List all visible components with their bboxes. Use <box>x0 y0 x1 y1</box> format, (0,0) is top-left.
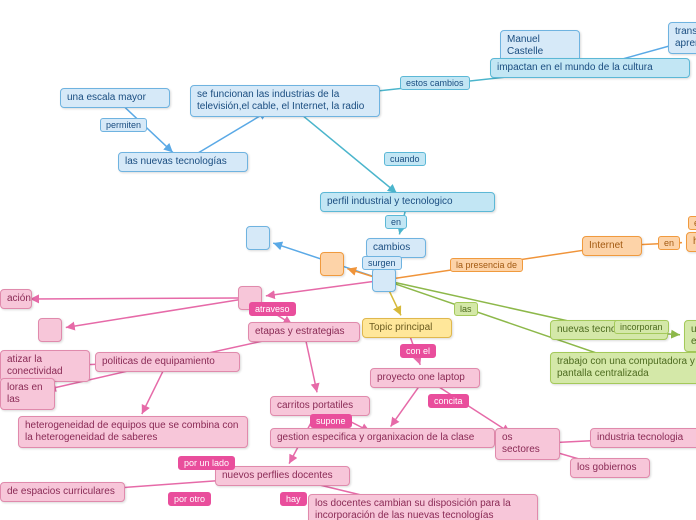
sq_pink2[interactable] <box>38 318 62 342</box>
edge-label: hay <box>280 492 307 506</box>
h[interactable]: h <box>686 232 696 252</box>
edge-label: concita <box>428 394 469 408</box>
proyecto[interactable]: proyecto one laptop <box>370 368 480 388</box>
acion[interactable]: ación <box>0 289 32 309</box>
mindmap-canvas: una escala mayor se funcionan las industr… <box>0 0 696 520</box>
edge-label: estos cambios <box>400 76 470 90</box>
edge-label: permiten <box>100 118 147 132</box>
sq_center[interactable] <box>372 268 396 292</box>
politicas[interactable]: politicas de equipamiento <box>95 352 240 372</box>
edge-label: en <box>658 236 680 250</box>
edge-label: con el <box>400 344 436 358</box>
edge-label: por un lado <box>178 456 235 470</box>
escala[interactable]: una escala mayor <box>60 88 170 108</box>
impactan[interactable]: impactan en el mundo de la cultura <box>490 58 690 78</box>
etapas[interactable]: etapas y estrategias <box>248 322 360 342</box>
transforma[interactable]: transforma aprendizaj <box>668 22 696 54</box>
trabajo[interactable]: trabajo con una computadora y una pantal… <box>550 352 696 384</box>
edge-label: la presencia de <box>450 258 523 272</box>
edge-label: por otro <box>168 492 211 506</box>
sectores[interactable]: os sectores <box>495 428 560 460</box>
hetero[interactable]: heterogeneidad de equipos que se combina… <box>18 416 248 448</box>
internet[interactable]: Internet <box>582 236 642 256</box>
edge-label: en <box>385 215 407 229</box>
carritos[interactable]: carritos portatiles <box>270 396 370 416</box>
edge-label: atraveso <box>249 302 296 316</box>
perfil[interactable]: perfil industrial y tecnologico <box>320 192 495 212</box>
topic[interactable]: Topic principal <box>362 318 452 338</box>
cambios[interactable]: cambios <box>366 238 426 258</box>
edge-label: las <box>454 302 478 316</box>
loras[interactable]: loras en las <box>0 378 55 410</box>
nuevastec_blue[interactable]: las nuevas tecnologías <box>118 152 248 172</box>
sq_orange[interactable] <box>320 252 344 276</box>
gobiernos[interactable]: los gobiernos <box>570 458 650 478</box>
gestion[interactable]: gestion especifica y organixacion de la … <box>270 428 495 448</box>
industria[interactable]: industria tecnologia <box>590 428 696 448</box>
edge-label: cuando <box>384 152 426 166</box>
une[interactable]: un e <box>684 320 696 352</box>
edge-label: surgen <box>362 256 402 270</box>
edge-label: incorporan <box>614 320 669 334</box>
edge-label: en <box>688 216 696 230</box>
docentes[interactable]: los docentes cambian su disposición para… <box>308 494 538 520</box>
edge-label: supone <box>310 414 352 428</box>
perfiles[interactable]: nuevos perflies docentes <box>215 466 350 486</box>
espacios[interactable]: de espacios curriculares <box>0 482 125 502</box>
industrias[interactable]: se funcionan las industrias de la televi… <box>190 85 380 117</box>
sq_blue[interactable] <box>246 226 270 250</box>
